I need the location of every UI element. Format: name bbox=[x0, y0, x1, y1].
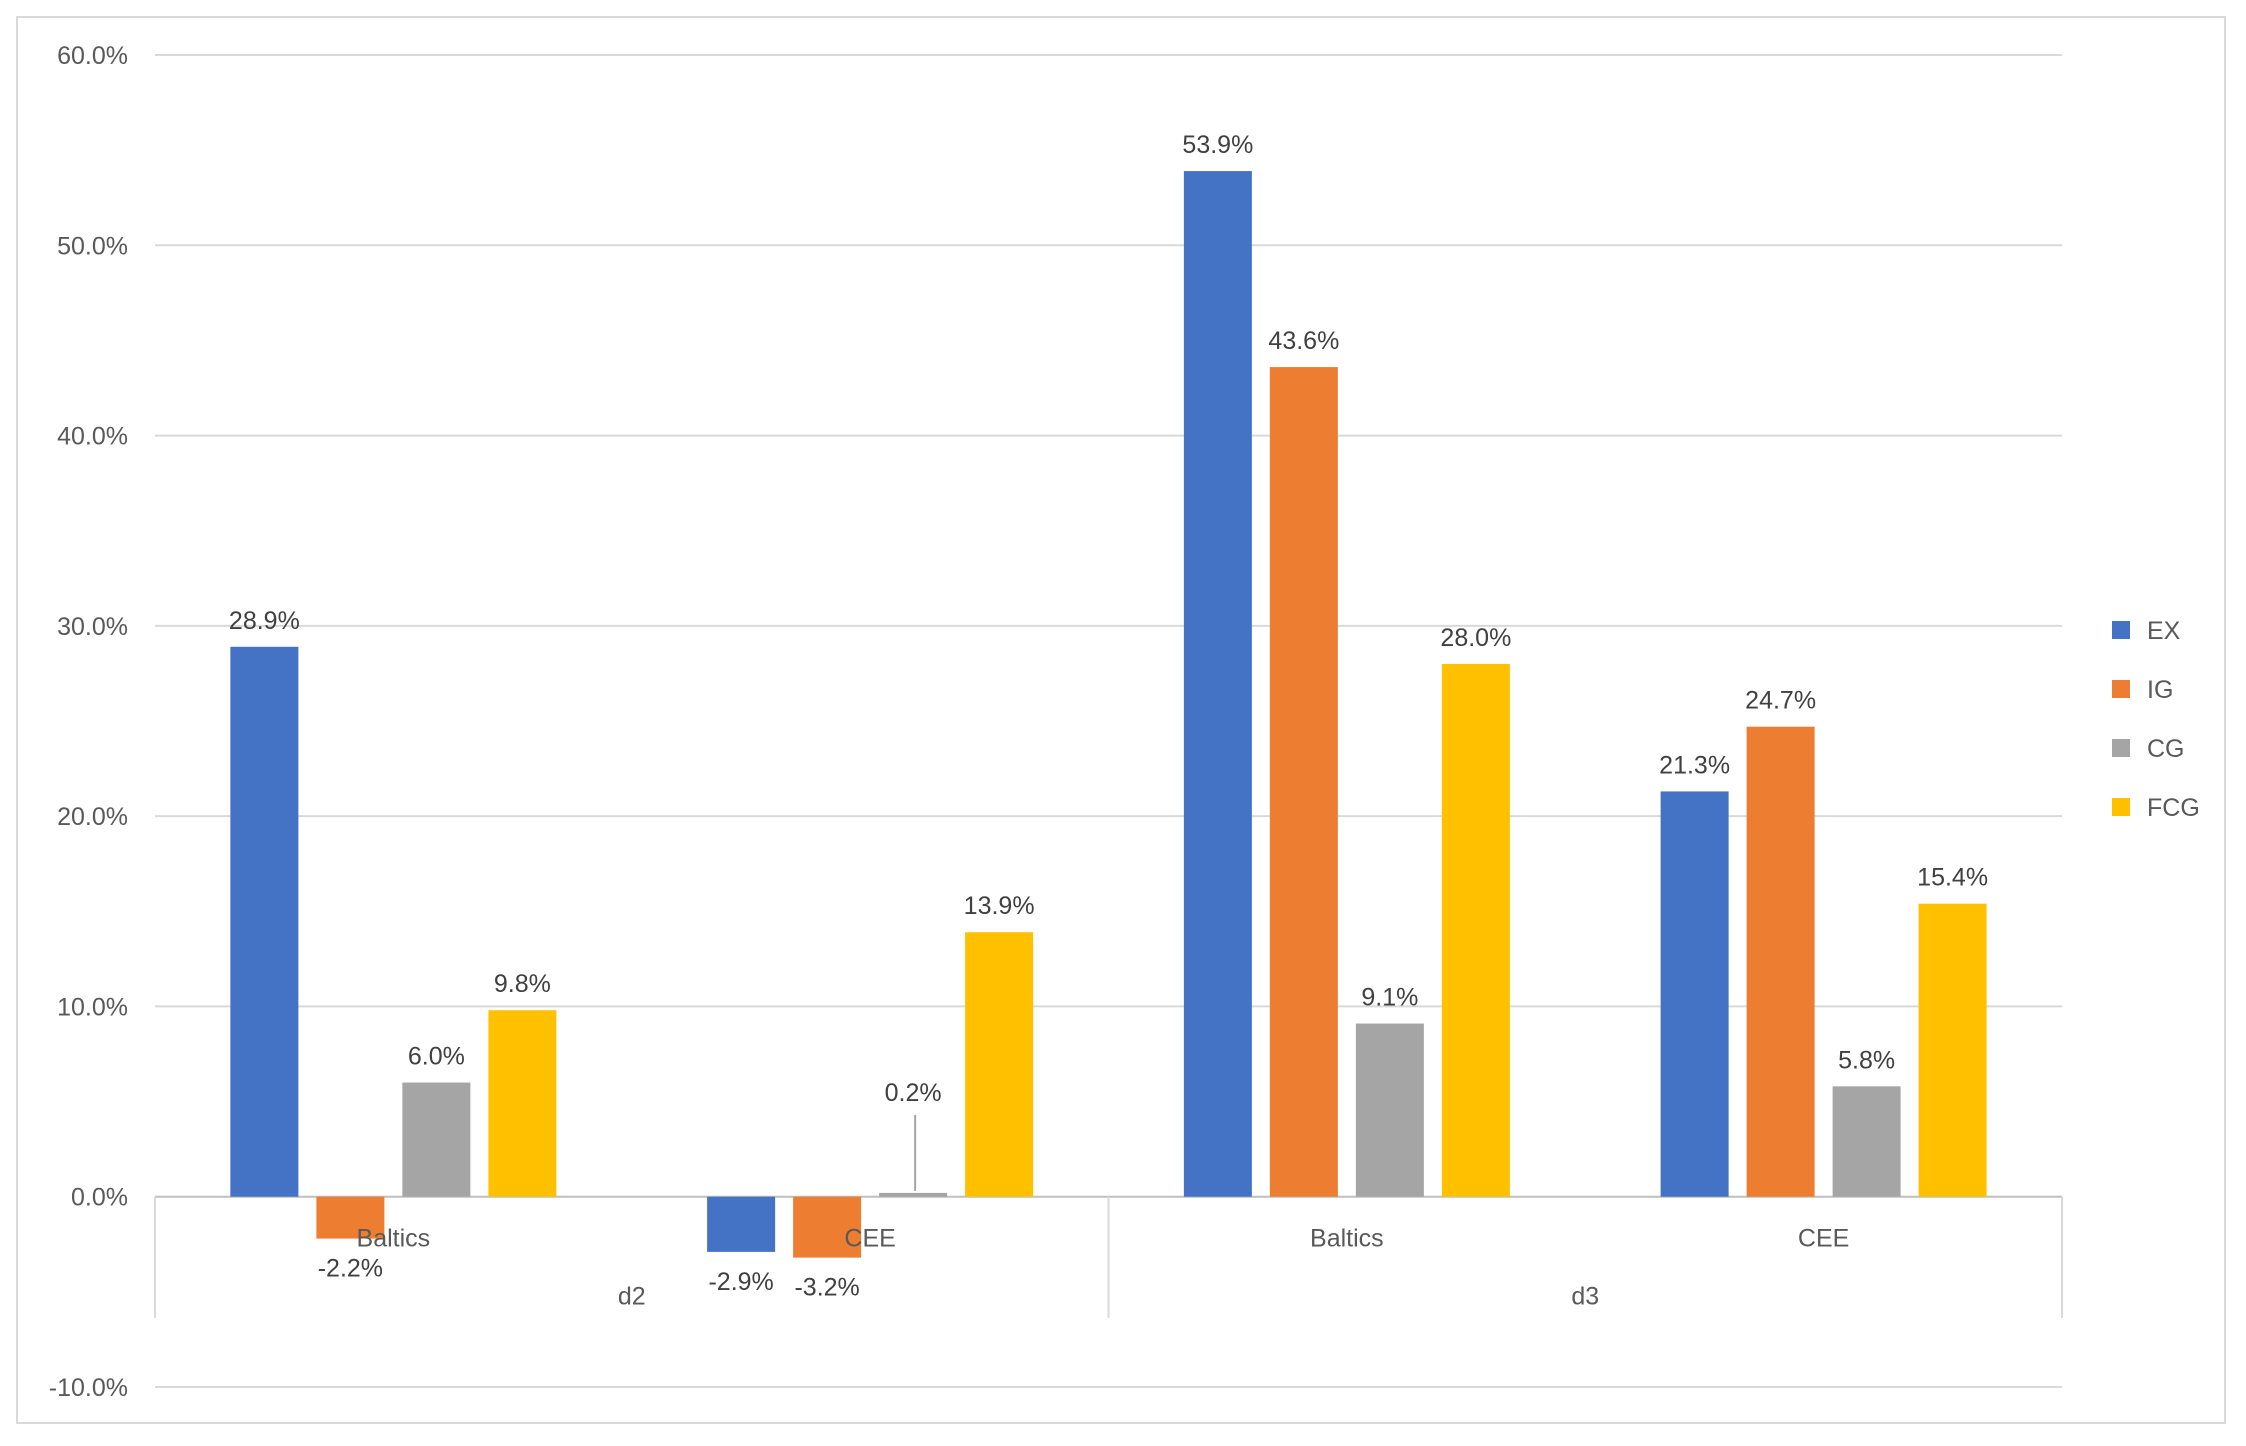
data-label: -2.2% bbox=[318, 1255, 383, 1283]
y-tick-label: -10.0% bbox=[49, 1374, 128, 1402]
group-label: d2 bbox=[618, 1283, 646, 1311]
y-tick-label: 50.0% bbox=[57, 232, 128, 260]
group-label: d3 bbox=[1571, 1283, 1599, 1311]
bar-fcg bbox=[1918, 903, 1987, 1197]
legend-label: CG bbox=[2147, 735, 2185, 763]
y-tick-label: 60.0% bbox=[57, 42, 128, 70]
data-label: 9.1% bbox=[1361, 984, 1418, 1012]
data-label: -2.9% bbox=[708, 1268, 773, 1296]
y-tick-label: 30.0% bbox=[57, 613, 128, 641]
data-label: 24.7% bbox=[1745, 687, 1816, 715]
legend-swatch-ig bbox=[2112, 680, 2130, 698]
legend-swatch-ex bbox=[2112, 621, 2130, 639]
bar-ex bbox=[230, 646, 299, 1197]
data-label: 28.0% bbox=[1440, 624, 1511, 652]
data-label: 0.2% bbox=[885, 1079, 942, 1107]
bar-fcg bbox=[488, 1010, 557, 1197]
legend-label: IG bbox=[2147, 676, 2173, 704]
chart-frame bbox=[16, 16, 2226, 1424]
legend-label: FCG bbox=[2147, 794, 2200, 822]
legend-swatch-cg bbox=[2112, 739, 2130, 757]
category-label: CEE bbox=[844, 1225, 895, 1253]
data-label: 9.8% bbox=[494, 970, 551, 998]
bar-ex bbox=[1660, 791, 1729, 1197]
legend-label: EX bbox=[2147, 617, 2181, 645]
data-label: 53.9% bbox=[1182, 131, 1253, 159]
bar-ig bbox=[1269, 367, 1338, 1197]
category-label: Baltics bbox=[1310, 1225, 1384, 1253]
category-label: CEE bbox=[1798, 1225, 1849, 1253]
data-label: 21.3% bbox=[1659, 751, 1730, 779]
y-tick-label: 0.0% bbox=[71, 1184, 128, 1212]
bar-ex bbox=[707, 1196, 776, 1252]
data-label: -3.2% bbox=[794, 1274, 859, 1302]
bar-cg bbox=[402, 1082, 471, 1197]
bar-fcg bbox=[965, 932, 1034, 1197]
bar-ig bbox=[1746, 726, 1815, 1197]
y-tick-label: 40.0% bbox=[57, 423, 128, 451]
bar-ig bbox=[793, 1196, 862, 1258]
data-label: 15.4% bbox=[1917, 864, 1988, 892]
y-tick-label: 20.0% bbox=[57, 803, 128, 831]
bar-cg bbox=[879, 1192, 948, 1197]
bar-cg bbox=[1832, 1086, 1901, 1197]
legend-swatch-fcg bbox=[2112, 798, 2130, 816]
y-tick-label: 10.0% bbox=[57, 993, 128, 1021]
data-label: 13.9% bbox=[964, 892, 1035, 920]
bar-cg bbox=[1355, 1023, 1424, 1197]
data-label: 5.8% bbox=[1838, 1046, 1895, 1074]
data-label: 28.9% bbox=[229, 607, 300, 635]
bar-ig bbox=[316, 1196, 385, 1239]
data-label: 43.6% bbox=[1268, 327, 1339, 355]
category-label: Baltics bbox=[357, 1225, 431, 1253]
bar-ex bbox=[1183, 171, 1252, 1197]
bar-fcg bbox=[1441, 663, 1510, 1197]
data-label: 6.0% bbox=[408, 1043, 465, 1071]
